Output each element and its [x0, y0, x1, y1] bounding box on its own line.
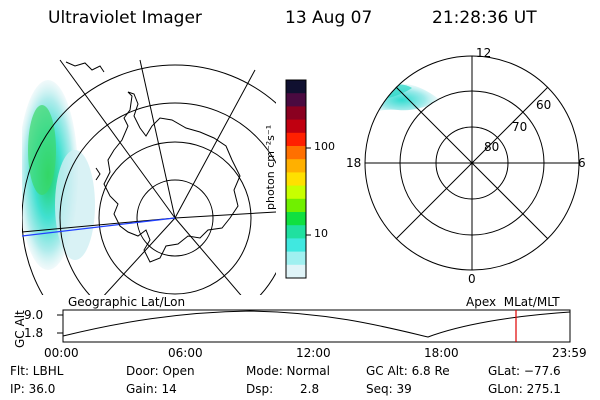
- colorbar-band: [286, 212, 306, 226]
- timeline-xtick-1200: 12:00: [296, 346, 331, 360]
- color-scale: [286, 80, 306, 279]
- lat-circle-70: [98, 141, 252, 295]
- mlat-label-80: 80: [484, 140, 500, 154]
- colorbar-band: [286, 106, 306, 121]
- timeline-xtick-0000: 00:00: [44, 346, 79, 360]
- colorbar-band: [286, 119, 306, 134]
- dayside-line: [22, 217, 176, 237]
- coastline: [65, 61, 241, 263]
- colorbar-label-100: 100: [314, 140, 335, 153]
- glat-status: GLat: −77.6: [488, 364, 561, 378]
- lat-circle-60: [59, 102, 276, 295]
- mlt-label-0: 0: [468, 272, 476, 286]
- colorbar-band: [286, 80, 306, 94]
- mlat-label-60: 60: [536, 98, 552, 112]
- timeline-xtick-2359: 23:59: [552, 346, 587, 360]
- lat-circle-50: [22, 64, 276, 295]
- timeline-xtick-1800: 18:00: [424, 346, 459, 360]
- filter-status: Flt: LBHL: [10, 364, 64, 378]
- colorbar-unit: photon cm⁻²s⁻¹: [264, 124, 277, 210]
- timeline-xtick-0600: 06:00: [168, 346, 203, 360]
- mode-status: Mode: Normal: [246, 364, 330, 378]
- geographic-caption: Geographic Lat/Lon: [68, 295, 186, 309]
- colorbar-band: [286, 172, 306, 187]
- timeline-ytick-1.8: 1.8: [24, 326, 44, 340]
- mlt-lines: [365, 56, 579, 270]
- seq-status: Seq: 39: [366, 382, 412, 396]
- altitude-curve: [62, 310, 571, 338]
- altitude-timeline-frame: [62, 309, 571, 343]
- mlt-label-6: 6: [578, 156, 586, 170]
- colorbar-frame: [285, 79, 307, 279]
- instrument-title: Ultraviolet Imager: [48, 8, 202, 28]
- ip-status: IP: 36.0: [10, 382, 56, 396]
- colorbar-band: [286, 93, 306, 107]
- time-label: 21:28:36 UT: [432, 8, 537, 28]
- colorbar-band: [286, 251, 306, 266]
- colorbar-band: [286, 159, 306, 173]
- colorbar-band: [286, 132, 306, 147]
- door-status: Door: Open: [126, 364, 195, 378]
- colorbar-band: [286, 146, 306, 160]
- colorbar-band: [286, 238, 306, 253]
- gc-alt-status: GC Alt: 6.8 Re: [366, 364, 450, 378]
- date-label: 13 Aug 07: [285, 8, 373, 28]
- gain-status: Gain: 14: [126, 382, 177, 396]
- mlt-label-12: 12: [476, 46, 492, 60]
- colorbar-label-10: 10: [314, 227, 328, 240]
- mlat-label-70: 70: [512, 120, 528, 134]
- meridian-lines: [22, 59, 276, 295]
- apex-caption: Apex MLat/MLT: [466, 295, 560, 309]
- dsp-value: 2.8: [300, 382, 320, 396]
- lat-circle-80: [136, 179, 214, 257]
- glon-status: GLon: 275.1: [488, 382, 561, 396]
- geographic-map: [22, 59, 276, 295]
- timeline-ytick-9: 9.0: [24, 308, 44, 322]
- mlt-label-18: 18: [346, 156, 362, 170]
- colorbar-band: [286, 225, 306, 239]
- dsp-label: Dsp:: [246, 382, 274, 396]
- mlat-mlt-plot: [365, 83, 440, 116]
- colorbar-band: [286, 264, 306, 279]
- colorbar-band: [286, 185, 306, 200]
- colorbar-band: [286, 198, 306, 213]
